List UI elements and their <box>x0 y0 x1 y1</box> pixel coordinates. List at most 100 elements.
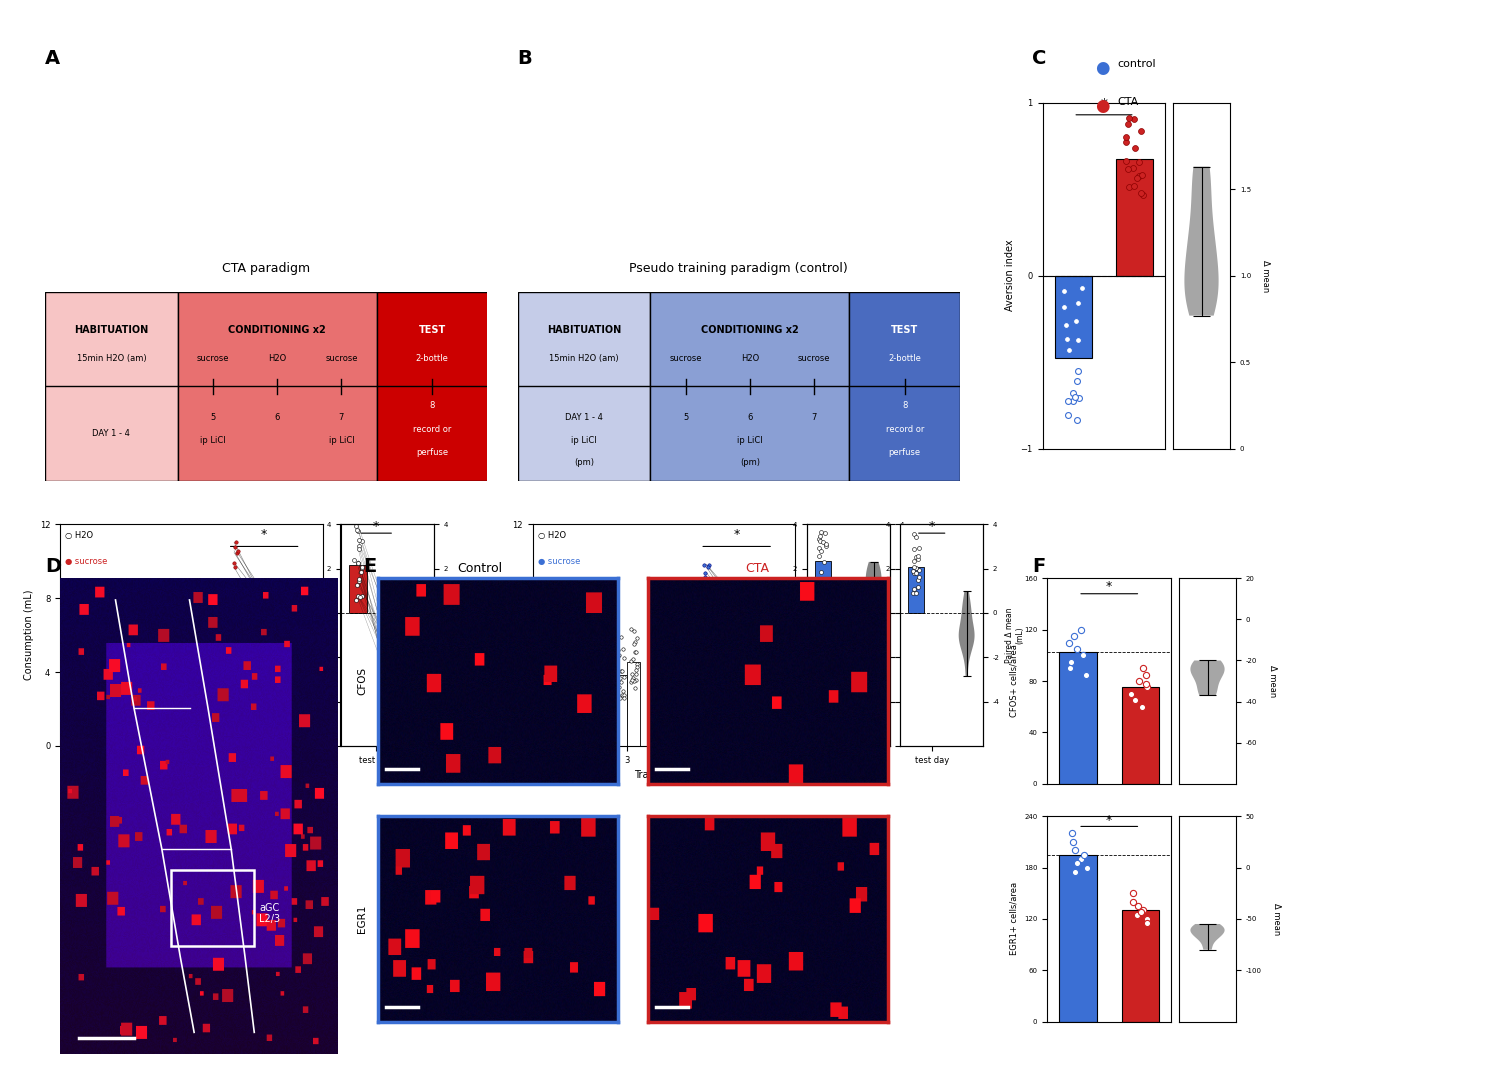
Point <box>681 672 705 690</box>
Point <box>174 679 198 696</box>
Point <box>608 689 631 706</box>
Point <box>904 548 928 565</box>
Text: Pseudo training paradigm (control): Pseudo training paradigm (control) <box>630 263 848 276</box>
Point <box>908 568 932 585</box>
Point <box>692 632 715 650</box>
Point <box>729 646 753 664</box>
Point <box>211 639 236 656</box>
Bar <box>651 666 663 746</box>
Point <box>189 649 213 666</box>
Text: CONDITIONING x2: CONDITIONING x2 <box>228 324 326 335</box>
Point <box>386 679 410 696</box>
Point <box>612 650 636 667</box>
Bar <box>82 654 94 746</box>
Point <box>810 523 834 540</box>
Point <box>78 619 102 637</box>
Point <box>183 624 207 641</box>
Bar <box>908 568 924 613</box>
Y-axis label: Paired Δ mean
(mL): Paired Δ mean (mL) <box>456 608 476 663</box>
Point <box>111 668 135 685</box>
Point <box>279 688 303 705</box>
Point <box>904 559 928 576</box>
Point <box>1125 169 1149 186</box>
Point <box>657 623 681 640</box>
Point <box>698 639 721 656</box>
Bar <box>300 670 313 746</box>
Point <box>116 658 140 676</box>
Point <box>657 646 681 664</box>
Point <box>380 692 404 709</box>
Point <box>537 637 561 654</box>
Point <box>76 651 101 668</box>
Point <box>60 665 84 682</box>
Text: ●: ● <box>1095 59 1110 78</box>
Point <box>656 627 680 644</box>
Point <box>381 663 405 680</box>
Point <box>279 639 303 656</box>
Y-axis label: Paired Δ mean
(mL): Paired Δ mean (mL) <box>858 608 877 663</box>
Point <box>904 564 928 582</box>
Point <box>1056 392 1080 410</box>
Point <box>720 648 744 665</box>
Point <box>552 663 576 680</box>
Point <box>207 684 231 702</box>
Point <box>1060 825 1084 842</box>
Bar <box>376 292 488 481</box>
Point <box>148 617 172 635</box>
Point <box>624 633 648 651</box>
Point <box>626 629 650 646</box>
Bar <box>627 663 640 746</box>
Point <box>550 652 574 669</box>
Point <box>292 640 316 657</box>
Point <box>765 627 789 644</box>
Point <box>112 652 136 669</box>
Point <box>570 650 594 667</box>
Point <box>642 631 666 649</box>
Point <box>648 644 672 662</box>
Point <box>536 673 560 691</box>
Point <box>260 649 284 666</box>
Point <box>608 688 631 705</box>
Bar <box>192 660 204 746</box>
Text: perfuse: perfuse <box>416 449 448 457</box>
Point <box>662 665 686 682</box>
Point <box>570 665 594 682</box>
Point <box>1062 385 1086 402</box>
Text: C: C <box>1032 49 1047 68</box>
Point <box>152 673 176 691</box>
Point <box>222 622 246 639</box>
Point <box>730 595 754 612</box>
Bar <box>760 667 772 746</box>
Point <box>249 665 273 682</box>
Point <box>279 679 303 696</box>
Point <box>298 651 322 668</box>
Point <box>188 650 211 667</box>
Point <box>1120 893 1144 910</box>
Point <box>243 662 267 679</box>
Point <box>384 658 408 676</box>
Text: *: * <box>734 528 740 540</box>
Y-axis label: Δ mean: Δ mean <box>1272 903 1281 935</box>
Point <box>902 540 926 558</box>
Point <box>98 682 122 699</box>
Point <box>606 646 630 664</box>
Point <box>174 640 198 657</box>
Point <box>280 685 304 703</box>
Point <box>680 683 703 700</box>
Point <box>696 622 720 639</box>
Point <box>346 540 370 558</box>
Point <box>342 551 366 569</box>
Point <box>694 620 718 638</box>
Point <box>381 666 405 683</box>
Point <box>1065 855 1089 872</box>
Point <box>294 677 318 694</box>
Point <box>693 569 717 586</box>
Point <box>549 673 573 691</box>
Point <box>346 555 370 572</box>
Point <box>1054 331 1078 348</box>
Point <box>568 630 592 648</box>
Point <box>110 668 134 685</box>
Point <box>378 695 402 712</box>
Text: TEST: TEST <box>891 324 918 335</box>
Point <box>1114 133 1138 150</box>
